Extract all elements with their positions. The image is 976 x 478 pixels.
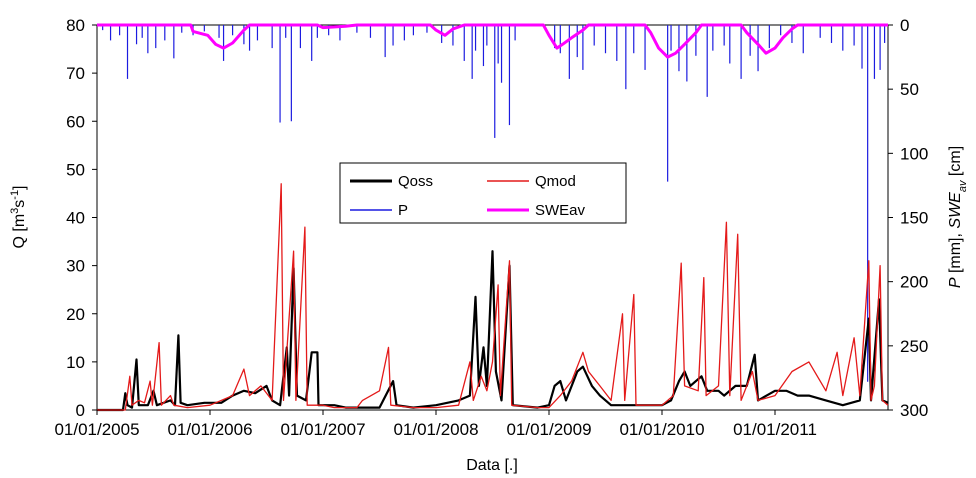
y-axis-right-label: P [mm], SWEav [cm] — [947, 146, 969, 288]
swe-line — [97, 23, 888, 59]
series-layer — [97, 23, 889, 412]
y-left-tick-label: 0 — [76, 401, 85, 420]
y-left-label-sup2: -1 — [9, 190, 21, 200]
y-left-label-end: ] — [11, 185, 28, 189]
legend-label-qmod: Qmod — [535, 173, 576, 190]
legend-box — [339, 162, 627, 224]
x-tick-label: 01/01/2009 — [506, 420, 591, 439]
y-right-label-cm: [cm] — [947, 146, 964, 181]
y-right-tick-label: 0 — [900, 16, 909, 35]
y-right-label-p: P — [947, 277, 964, 288]
y-left-tick-label: 60 — [66, 112, 85, 131]
y-left-tick-label: 20 — [66, 305, 85, 324]
y-right-tick-label: 100 — [900, 144, 928, 163]
axes-layer: 0 10 20 30 40 50 60 70 80 0 50 100 150 200 250 300 01/01… — [54, 16, 928, 439]
y-right-tick-label: 50 — [900, 80, 919, 99]
x-tick-label: 01/01/2008 — [393, 420, 478, 439]
y-right-tick-label: 250 — [900, 337, 928, 356]
y-right-tick-label: 200 — [900, 273, 928, 292]
y-left-tick-label: 50 — [66, 160, 85, 179]
legend-label-qoss: Qoss — [398, 173, 433, 190]
legend-label-p: P — [398, 202, 408, 219]
y-left-tick-label: 70 — [66, 64, 85, 83]
y-right-label-av: av — [957, 179, 969, 192]
x-tick-label: 01/01/2010 — [619, 420, 704, 439]
qoss-line — [97, 250, 889, 412]
x-tick-label: 01/01/2005 — [54, 420, 139, 439]
y-right-tick-label: 150 — [900, 209, 928, 228]
x-axis-label: Data [.] — [466, 457, 518, 474]
y-left-tick-label: 30 — [66, 257, 85, 276]
y-left-tick-label: 80 — [66, 16, 85, 35]
y-right-label-swe: SWE — [947, 192, 964, 229]
y-left-tick-label: 10 — [66, 353, 85, 372]
y-axis-left-label: Q [m3s-1] — [9, 185, 28, 248]
legend-label-swe: SWEav — [535, 202, 586, 219]
y-left-tick-label: 40 — [66, 209, 85, 228]
legend: Qoss Qmod P SWEav — [339, 162, 627, 224]
y-right-label-mm: [mm], — [947, 229, 964, 278]
x-tick-label: 01/01/2011 — [733, 420, 817, 439]
y-left-label-mid: s — [11, 200, 28, 208]
x-tick-label: 01/01/2006 — [167, 420, 252, 439]
y-right-tick-label: 300 — [900, 401, 928, 420]
qmod-line — [97, 183, 889, 411]
y-left-label-sup1: 3 — [9, 208, 21, 214]
y-left-label-main: Q [m — [11, 214, 28, 249]
x-tick-label: 01/01/2007 — [280, 420, 365, 439]
